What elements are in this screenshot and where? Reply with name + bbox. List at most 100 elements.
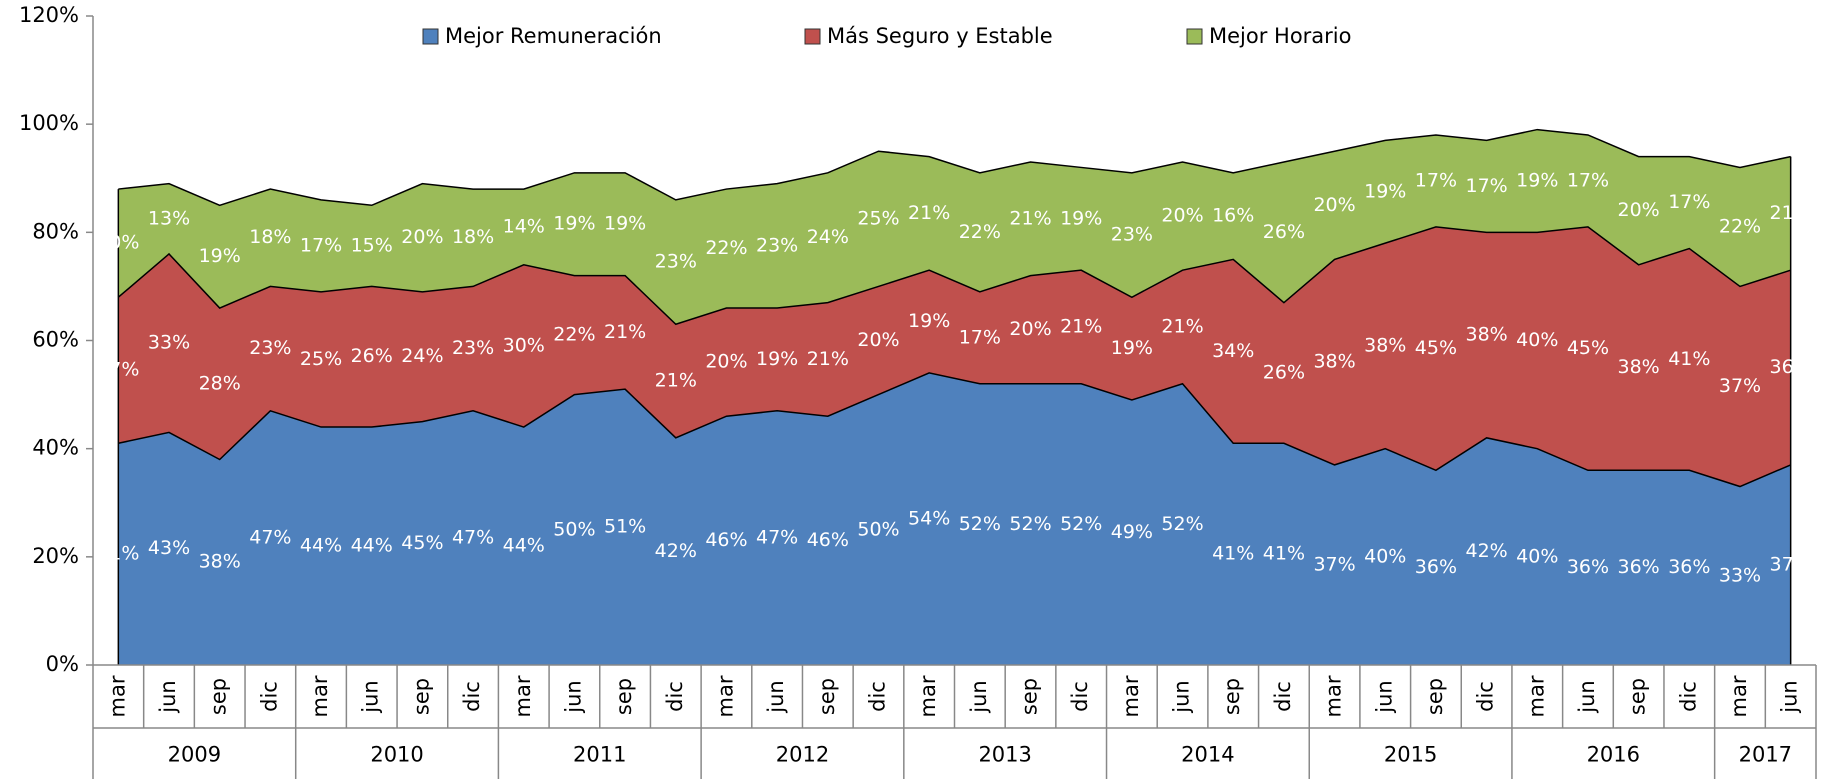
data-label: 49% (1111, 521, 1153, 543)
data-label: 15% (351, 234, 393, 256)
data-label: 47% (756, 526, 798, 548)
data-label: 21% (655, 370, 697, 392)
data-label: 24% (401, 345, 443, 367)
data-label: 30% (503, 334, 545, 356)
data-label: 37% (1719, 375, 1761, 397)
x-tick-label: mar (105, 675, 129, 717)
data-label: 33% (148, 332, 190, 354)
data-label: 44% (300, 535, 342, 557)
x-tick-label: mar (1727, 675, 1751, 717)
x-tick-label: dic (1271, 681, 1295, 712)
data-label: 38% (1465, 324, 1507, 346)
data-label: 36% (1567, 556, 1609, 578)
data-label: 41% (97, 543, 139, 565)
x-tick-label: jun (561, 680, 585, 713)
y-tick-label: 120% (19, 3, 79, 27)
x-tick-label: sep (409, 678, 433, 715)
x-tick-label: mar (1322, 675, 1346, 717)
year-label: 2009 (168, 743, 221, 767)
x-tick-label: sep (1018, 678, 1042, 715)
data-label: 18% (249, 226, 291, 248)
data-label: 19% (604, 213, 646, 235)
data-label: 33% (1719, 564, 1761, 586)
data-label: 47% (452, 526, 494, 548)
data-label: 20% (705, 351, 747, 373)
data-label: 34% (1212, 340, 1254, 362)
data-label: 36% (1415, 556, 1457, 578)
data-label: 19% (1364, 180, 1406, 202)
year-label: 2017 (1739, 743, 1792, 767)
x-tick-label: dic (663, 681, 687, 712)
data-label: 40% (1516, 545, 1558, 567)
x-tick-label: jun (1170, 680, 1194, 713)
data-label: 40% (1516, 329, 1558, 351)
data-label: 37% (1313, 553, 1355, 575)
data-label: 19% (1060, 207, 1102, 229)
x-tick-label: sep (207, 678, 231, 715)
data-label: 27% (97, 359, 139, 381)
area (118, 129, 1791, 325)
x-tick-label: jun (764, 680, 788, 713)
year-label: 2014 (1181, 743, 1234, 767)
x-tick-label: jun (1778, 680, 1802, 713)
data-label: 23% (249, 337, 291, 359)
data-label: 21% (807, 348, 849, 370)
x-tick-label: dic (1474, 681, 1498, 712)
data-label: 18% (452, 226, 494, 248)
x-tick-label: mar (511, 675, 535, 717)
data-label: 54% (908, 507, 950, 529)
x-tick-label: sep (1626, 678, 1650, 715)
data-label: 46% (705, 529, 747, 551)
data-label: 21% (1161, 315, 1203, 337)
data-label: 52% (1009, 513, 1051, 535)
area (118, 226, 1791, 487)
year-label: 2010 (370, 743, 423, 767)
data-label: 38% (1364, 334, 1406, 356)
x-tick-label: mar (308, 675, 332, 717)
data-label: 21% (1009, 207, 1051, 229)
x-tick-label: jun (156, 680, 180, 713)
data-label: 45% (1567, 337, 1609, 359)
x-tick-label: sep (612, 678, 636, 715)
data-label: 17% (1668, 191, 1710, 213)
x-tick-label: mar (916, 675, 940, 717)
data-label: 20% (1161, 205, 1203, 227)
data-label: 22% (959, 221, 1001, 243)
data-label: 36% (1618, 556, 1660, 578)
data-label: 19% (1516, 169, 1558, 191)
x-tick-label: jun (1575, 680, 1599, 713)
data-label: 38% (1313, 351, 1355, 373)
y-tick-label: 100% (19, 111, 79, 135)
data-label: 47% (249, 526, 291, 548)
year-label: 2015 (1384, 743, 1437, 767)
data-label: 23% (1111, 224, 1153, 246)
data-label: 26% (1263, 361, 1305, 383)
data-label: 24% (807, 226, 849, 248)
x-tick-label: dic (865, 681, 889, 712)
legend-label: Mejor Remuneración (445, 24, 662, 48)
x-tick-label: mar (1119, 675, 1143, 717)
data-label: 50% (857, 518, 899, 540)
data-label: 13% (148, 207, 190, 229)
legend-swatch (804, 28, 821, 45)
data-label: 23% (756, 234, 798, 256)
year-label: 2012 (776, 743, 829, 767)
x-tick-label: jun (359, 680, 383, 713)
legend-label: Más Seguro y Estable (827, 24, 1053, 48)
x-tick-label: dic (460, 681, 484, 712)
legend-label: Mejor Horario (1209, 24, 1352, 48)
x-tick-label: dic (1068, 681, 1092, 712)
data-label: 41% (1263, 543, 1305, 565)
data-label: 19% (908, 310, 950, 332)
data-label: 45% (1415, 337, 1457, 359)
data-label: 36% (1770, 356, 1812, 378)
data-label: 37% (1770, 553, 1812, 575)
data-label: 16% (1212, 205, 1254, 227)
data-label: 26% (351, 345, 393, 367)
x-tick-label: jun (967, 680, 991, 713)
data-label: 17% (300, 234, 342, 256)
x-tick-label: sep (815, 678, 839, 715)
data-label: 20% (97, 232, 139, 254)
data-label: 21% (1060, 315, 1102, 337)
year-label: 2011 (573, 743, 626, 767)
